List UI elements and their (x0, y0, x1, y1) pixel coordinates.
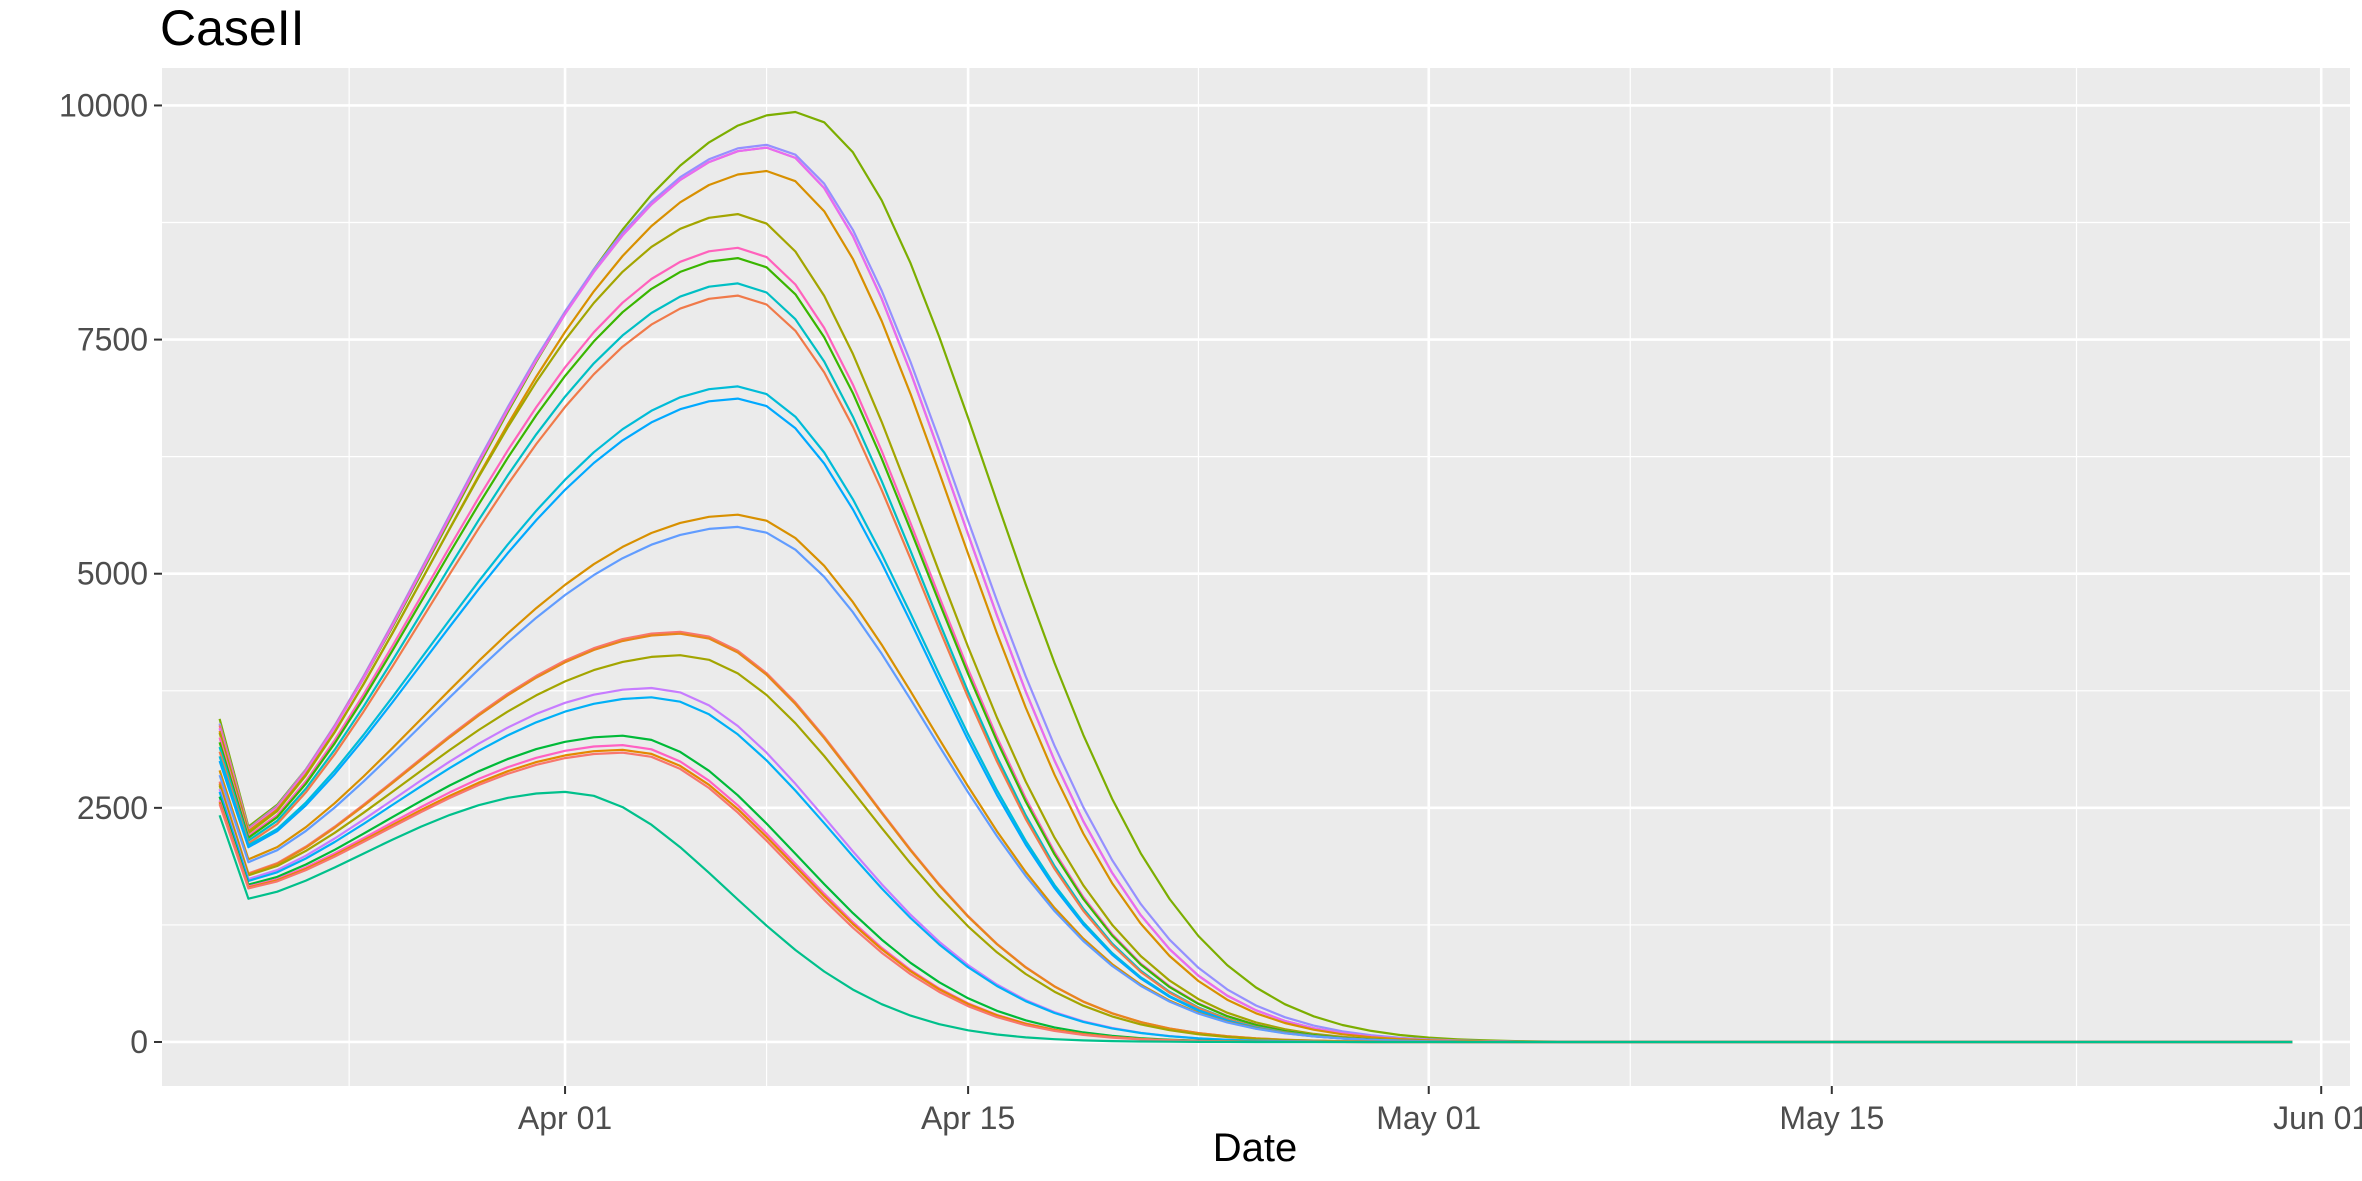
chart-title: CaseII (160, 0, 305, 56)
x-tick-label: Apr 15 (921, 1100, 1015, 1136)
y-tick-label: 2500 (77, 790, 148, 826)
series-lines (218, 110, 2293, 1044)
series-line-24 (218, 790, 2293, 1044)
y-tick-label: 10000 (59, 87, 148, 123)
y-axis: 0 2500 5000 7500 10000 (59, 87, 162, 1060)
x-tick-label: May 15 (1779, 1100, 1884, 1136)
y-tick-label: 0 (130, 1024, 148, 1060)
x-axis-title: Date (1213, 1126, 1298, 1170)
y-tick-label: 7500 (77, 322, 148, 358)
plot-panel (162, 68, 2350, 1086)
x-axis: Apr 01 Apr 15 May 01 May 15 Jun 01 (518, 1086, 2362, 1136)
y-tick-label: 5000 (77, 556, 148, 592)
x-tick-label: May 01 (1376, 1100, 1481, 1136)
x-tick-label: Apr 01 (518, 1100, 612, 1136)
x-tick-label: Jun 01 (2273, 1100, 2362, 1136)
